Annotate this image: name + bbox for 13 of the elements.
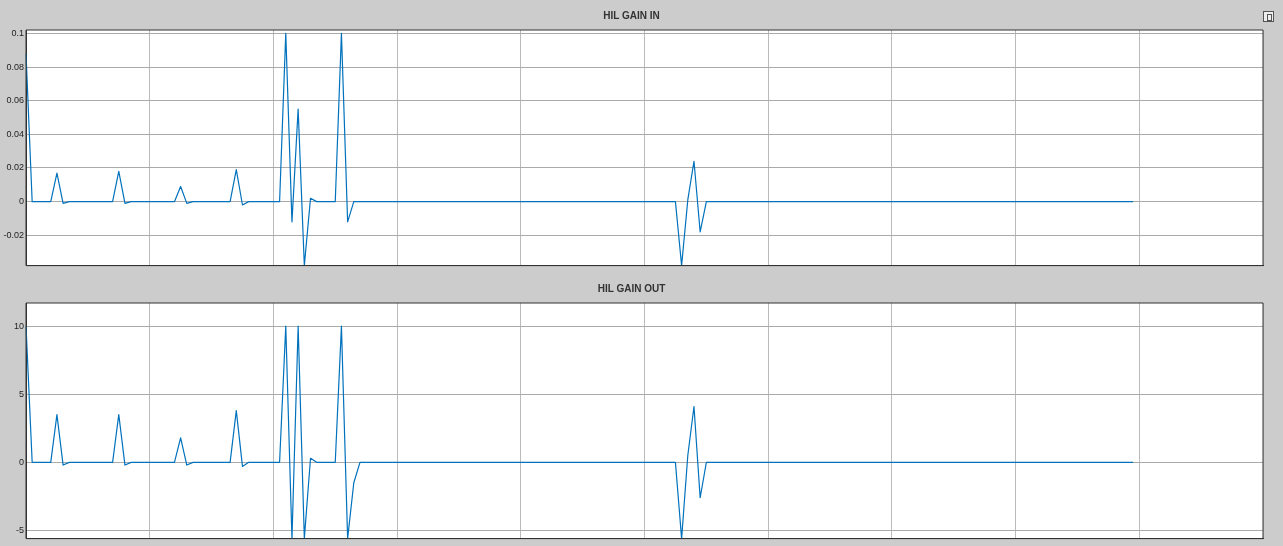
y-tick-label: -0.02: [3, 229, 24, 240]
y-tick-label: 0.06: [6, 95, 24, 106]
y-tick-label: 0.02: [6, 162, 24, 173]
y-tick-label: 0: [18, 456, 24, 467]
y-tick-label: -5: [15, 524, 24, 535]
chart-title: HIL GAIN IN: [603, 9, 660, 21]
chart-title: HIL GAIN OUT: [597, 282, 666, 294]
y-tick-label: 0.04: [6, 128, 24, 139]
y-tick-label: 0.1: [11, 27, 24, 38]
y-tick-label: 10: [13, 320, 24, 331]
y-tick-label: 0: [18, 196, 24, 207]
y-tick-label: 0.08: [6, 61, 24, 72]
y-tick-label: 5: [18, 388, 24, 399]
